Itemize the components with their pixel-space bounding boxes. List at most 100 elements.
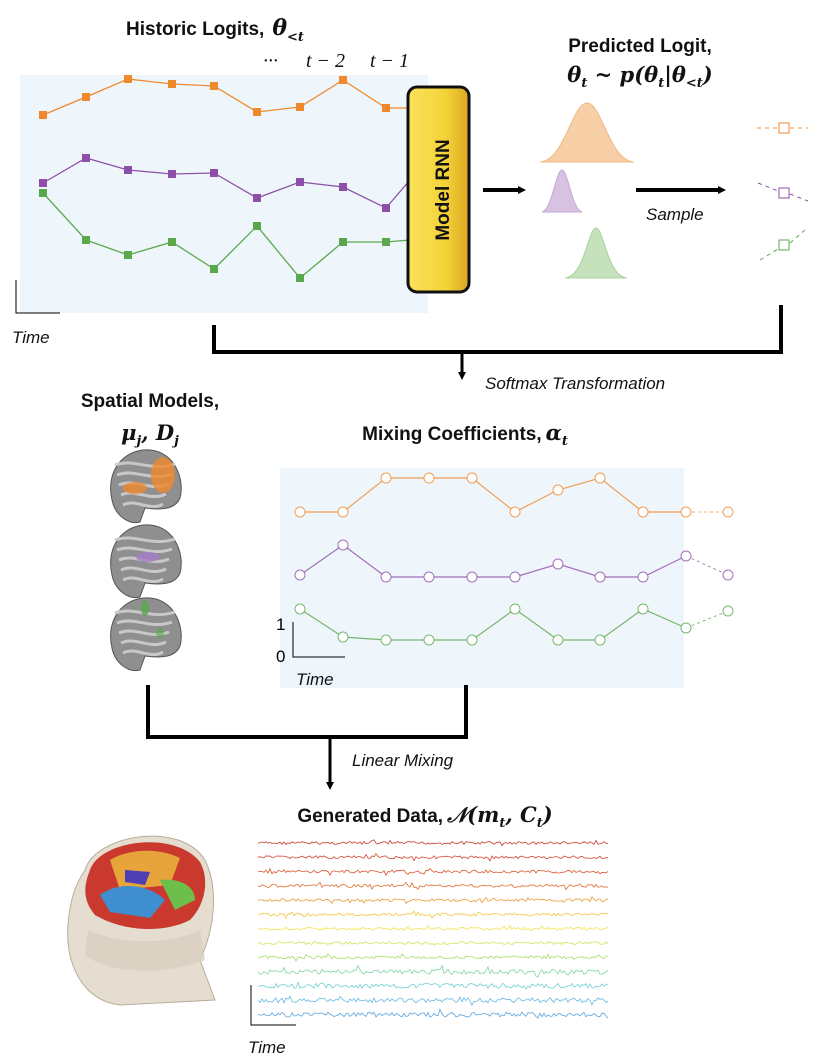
signal-channel <box>257 953 609 962</box>
historic-point-orange <box>124 75 132 83</box>
historic-point-orange <box>296 103 304 111</box>
mixing-point-purple <box>337 539 349 551</box>
mixing-point-green <box>680 622 692 634</box>
mixing-point-purple <box>594 571 606 583</box>
mixing-point-purple <box>722 569 734 581</box>
signal-channel <box>257 896 609 905</box>
signal-channel <box>257 981 609 990</box>
sample-label: Sample <box>646 205 704 224</box>
historic-point-purple <box>253 194 261 202</box>
mixing-y1: 1 <box>276 615 285 634</box>
mixing-point-orange <box>722 506 734 518</box>
historic-point-purple <box>382 204 390 212</box>
historic-point-green <box>124 251 132 259</box>
historic-point-orange <box>168 80 176 88</box>
historic-point-purple <box>82 154 90 162</box>
linear-mixing-label: Linear Mixing <box>352 751 454 770</box>
historic-time-label: Time <box>12 328 50 347</box>
signal-channel <box>258 839 609 847</box>
predicted-formula: θt ~ p(θt|θ<t) <box>567 62 712 91</box>
model-rnn-label: Model RNN <box>433 139 454 240</box>
generated-title: Generated Data, 𝒩(mt, Ct) <box>297 802 552 831</box>
mixing-point-green <box>423 634 435 646</box>
signal-channel <box>257 964 609 978</box>
mixing-point-orange <box>594 472 606 484</box>
signal-channel <box>257 881 609 891</box>
mixing-series-green <box>299 608 687 641</box>
historic-point-orange <box>210 82 218 90</box>
mixing-point-green <box>552 634 564 646</box>
historic-series-green <box>42 192 411 279</box>
historic-point-green <box>82 236 90 244</box>
historic-point-purple <box>296 178 304 186</box>
historic-point-purple <box>210 169 218 177</box>
mixing-point-green <box>337 631 349 643</box>
mixing-point-purple <box>423 571 435 583</box>
historic-point-orange <box>382 104 390 112</box>
historic-point-orange <box>339 76 347 84</box>
mixing-point-orange <box>637 506 649 518</box>
tick-t-minus-1: t − 1 <box>370 50 409 72</box>
historic-point-green <box>339 238 347 246</box>
merge-bracket <box>212 305 783 354</box>
brain-map-purple <box>110 524 182 599</box>
mixing-point-purple <box>466 571 478 583</box>
historic-panel <box>20 75 428 313</box>
predicted-title: Predicted Logit, <box>568 36 712 57</box>
tick-ellipsis: ··· <box>263 50 278 72</box>
mixing-point-green <box>509 603 521 615</box>
mixing-point-orange <box>337 506 349 518</box>
spatial-symbol: μj, Dj <box>121 420 179 449</box>
mixing-point-green <box>380 634 392 646</box>
historic-point-orange <box>39 111 47 119</box>
spatial-title: Spatial Models, <box>81 391 219 412</box>
mixing-point-green <box>637 603 649 615</box>
mixing-point-green <box>722 605 734 617</box>
mixing-point-purple <box>552 558 564 570</box>
mixing-point-orange <box>294 506 306 518</box>
signal-channel <box>258 867 609 877</box>
mixing-point-green <box>466 634 478 646</box>
mixing-point-orange <box>552 484 564 496</box>
mixing-point-green <box>594 634 606 646</box>
brain-map-orange <box>110 449 182 524</box>
historic-point-purple <box>124 166 132 174</box>
signal-channel <box>257 852 609 862</box>
brain-map-green <box>110 597 182 672</box>
mixing-panel <box>280 468 684 688</box>
signal-channel <box>257 910 609 920</box>
mixing-y0: 0 <box>276 647 285 666</box>
historic-point-purple <box>39 179 47 187</box>
mixing-title: Mixing Coefficients, αt <box>362 420 568 449</box>
head-model <box>67 835 216 1006</box>
mixing-axes <box>292 622 345 658</box>
mixing-point-purple <box>509 571 521 583</box>
historic-point-purple <box>339 183 347 191</box>
mixing-point-orange <box>509 506 521 518</box>
time-axis <box>15 280 60 314</box>
signal-channel <box>258 924 609 931</box>
historic-point-green <box>210 265 218 273</box>
mixing-time-label: Time <box>296 670 334 689</box>
mixing-point-orange <box>466 472 478 484</box>
mixing-bracket <box>146 685 468 739</box>
mixing-point-orange <box>423 472 435 484</box>
signal-channel <box>257 1008 609 1019</box>
model-rnn-box: Model RNN <box>406 85 471 294</box>
historic-series-purple <box>42 157 411 209</box>
historic-point-green <box>253 222 261 230</box>
historic-title: Historic Logits, θ<t <box>126 15 304 45</box>
mixing-point-green <box>294 603 306 615</box>
gaussian-orange <box>539 102 635 163</box>
mixing-point-orange <box>380 472 392 484</box>
historic-point-purple <box>168 170 176 178</box>
softmax-label: Softmax Transformation <box>485 374 665 393</box>
mixing-point-purple <box>637 571 649 583</box>
signal-channel <box>257 995 609 1007</box>
generated-axes <box>250 985 296 1026</box>
historic-point-green <box>168 238 176 246</box>
mixing-point-orange <box>680 506 692 518</box>
historic-point-orange <box>82 93 90 101</box>
historic-point-orange <box>253 108 261 116</box>
